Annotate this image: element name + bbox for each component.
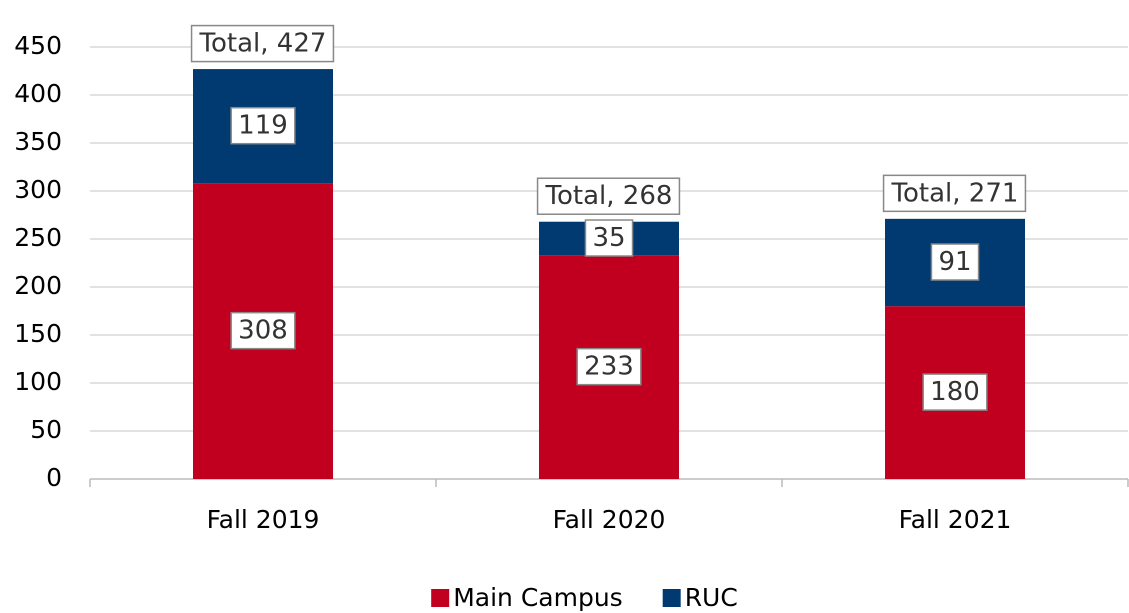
data-label-box xyxy=(584,219,634,257)
data-label-box xyxy=(230,311,296,350)
legend-label: RUC xyxy=(685,583,738,612)
data-label-group: 35 xyxy=(584,219,634,257)
y-tick-label: 200 xyxy=(14,271,62,300)
total-label: Total, 427 xyxy=(199,29,327,59)
data-label-group: 308 xyxy=(230,311,296,350)
data-label: 233 xyxy=(584,352,634,382)
legend: Main Campus RUC xyxy=(431,583,738,612)
data-label-group: 180 xyxy=(922,373,988,411)
total-label-box xyxy=(536,177,681,215)
legend-label: Main Campus xyxy=(453,583,623,612)
data-label: 35 xyxy=(592,223,625,253)
y-tick-label: 50 xyxy=(30,415,62,444)
data-label-box xyxy=(576,347,642,386)
legend-swatch xyxy=(662,589,681,607)
data-label-box xyxy=(930,243,980,281)
data-label: 308 xyxy=(238,316,288,346)
y-tick-label: 250 xyxy=(14,223,62,252)
data-label-group: 119 xyxy=(230,106,296,145)
y-tick-label: 300 xyxy=(14,175,62,204)
total-label-group: Total, 427 xyxy=(190,24,335,63)
data-label-group: 91 xyxy=(930,243,980,281)
data-label-box xyxy=(230,106,296,145)
total-label-group: Total, 271 xyxy=(882,174,1027,213)
total-label-group: Total, 268 xyxy=(536,177,681,215)
data-label-group: 233 xyxy=(576,347,642,386)
data-label: 180 xyxy=(930,377,980,407)
y-tick-label: 350 xyxy=(14,127,62,156)
total-label-box xyxy=(190,24,335,63)
data-label: 91 xyxy=(938,247,971,277)
x-tick-label: Fall 2021 xyxy=(899,505,1012,534)
data-label-box xyxy=(922,373,988,411)
total-label: Total, 268 xyxy=(545,181,673,211)
y-tick-label: 0 xyxy=(46,463,62,492)
x-tick-label: Fall 2019 xyxy=(207,505,320,534)
data-label: 119 xyxy=(238,111,288,141)
total-label: Total, 271 xyxy=(891,178,1019,208)
legend-swatch xyxy=(431,589,450,607)
y-tick-label: 150 xyxy=(14,319,62,348)
x-tick-label: Fall 2020 xyxy=(553,505,666,534)
y-tick-label: 400 xyxy=(14,79,62,108)
y-tick-label: 100 xyxy=(14,367,62,396)
y-tick-label: 450 xyxy=(14,31,62,60)
total-label-box xyxy=(882,174,1027,213)
